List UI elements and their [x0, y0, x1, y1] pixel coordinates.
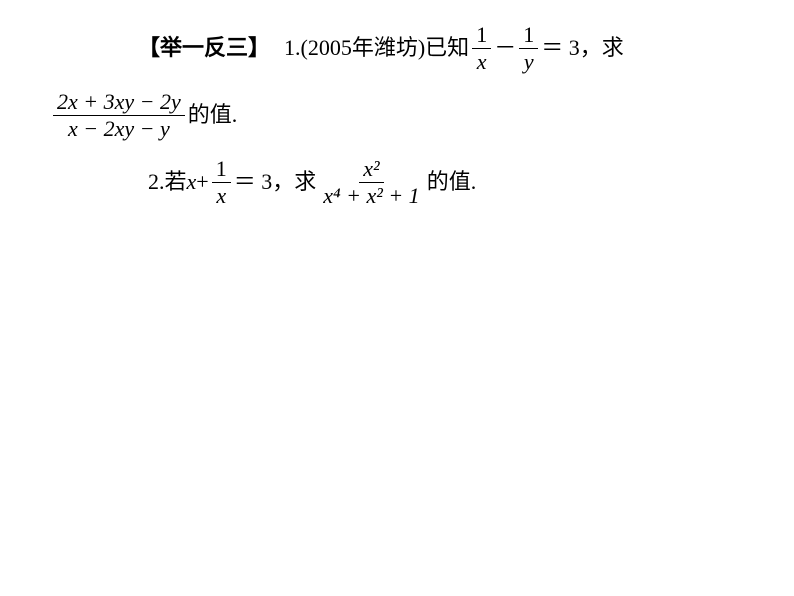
fraction-den: x⁴ + x² + 1	[319, 183, 423, 207]
equals-text-2: ＝ 3，求	[234, 167, 317, 198]
document-body: 【举一反三】 1. (2005年潍坊) 已知 1 x － 1 y ＝ 3，求 2…	[0, 0, 794, 249]
plus-sign: +	[196, 167, 208, 198]
fraction-den: x	[212, 183, 230, 207]
variable-x: x	[187, 167, 197, 198]
problem-1-line-1: 【举一反三】 1. (2005年潍坊) 已知 1 x － 1 y ＝ 3，求	[28, 24, 766, 73]
fraction-1-over-x: 1 x	[472, 24, 491, 73]
equals-text: ＝ 3，求	[541, 33, 624, 64]
problem-1-given-prefix: 已知	[425, 33, 469, 64]
problem-2-given-prefix: 若	[165, 167, 187, 198]
fraction-num: 1	[519, 24, 538, 49]
fraction-num: x²	[359, 158, 383, 183]
problem-1-line-2: 2x + 3xy − 2y x − 2xy − y 的值.	[28, 91, 766, 140]
fraction-num: 1	[212, 158, 231, 183]
heading-label: 【举一反三】	[138, 33, 270, 64]
minus-sign: －	[494, 33, 516, 64]
problem-1-source: (2005年潍坊)	[301, 33, 426, 64]
fraction-expression-1: 2x + 3xy − 2y x − 2xy − y	[53, 91, 185, 140]
fraction-expression-2: x² x⁴ + x² + 1	[319, 158, 423, 207]
problem-1-tail: 的值.	[188, 100, 238, 131]
fraction-num: 2x + 3xy − 2y	[53, 91, 185, 116]
problem-2-tail: 的值.	[427, 167, 477, 198]
fraction-1-over-y: 1 y	[519, 24, 538, 73]
fraction-den: x	[473, 49, 491, 73]
problem-2-line: 2. 若 x + 1 x ＝ 3，求 x² x⁴ + x² + 1 的值.	[28, 158, 766, 207]
problem-1-number: 1.	[284, 33, 301, 64]
fraction-1-over-x-2: 1 x	[212, 158, 231, 207]
fraction-den: x − 2xy − y	[64, 116, 174, 140]
fraction-num: 1	[472, 24, 491, 49]
fraction-den: y	[520, 49, 538, 73]
problem-2-number: 2.	[148, 167, 165, 198]
